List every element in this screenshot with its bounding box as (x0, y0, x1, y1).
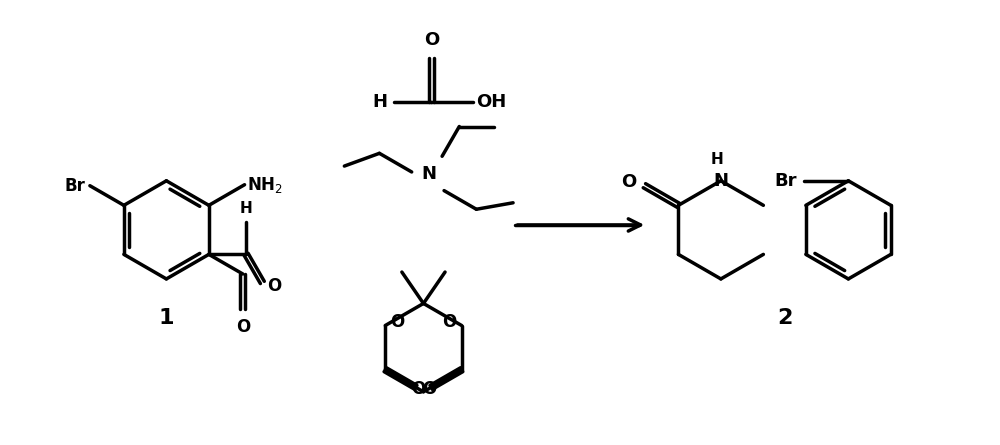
Text: N: N (422, 165, 437, 183)
Text: 2: 2 (777, 308, 792, 328)
Text: Br: Br (64, 177, 85, 195)
Text: H: H (240, 201, 253, 216)
Text: H: H (372, 93, 387, 111)
Text: 1: 1 (159, 308, 174, 328)
Text: O: O (424, 31, 439, 49)
Text: Br: Br (775, 172, 797, 190)
Text: O: O (390, 312, 404, 331)
Text: O: O (411, 380, 425, 398)
Text: O: O (422, 380, 436, 398)
Text: O: O (621, 173, 637, 191)
Text: O: O (443, 312, 457, 331)
Text: OH: OH (476, 93, 507, 111)
Text: O: O (236, 318, 250, 336)
Text: NH$_2$: NH$_2$ (247, 175, 283, 195)
Text: H: H (711, 152, 723, 167)
Text: O: O (267, 277, 281, 295)
Text: N: N (713, 172, 728, 190)
